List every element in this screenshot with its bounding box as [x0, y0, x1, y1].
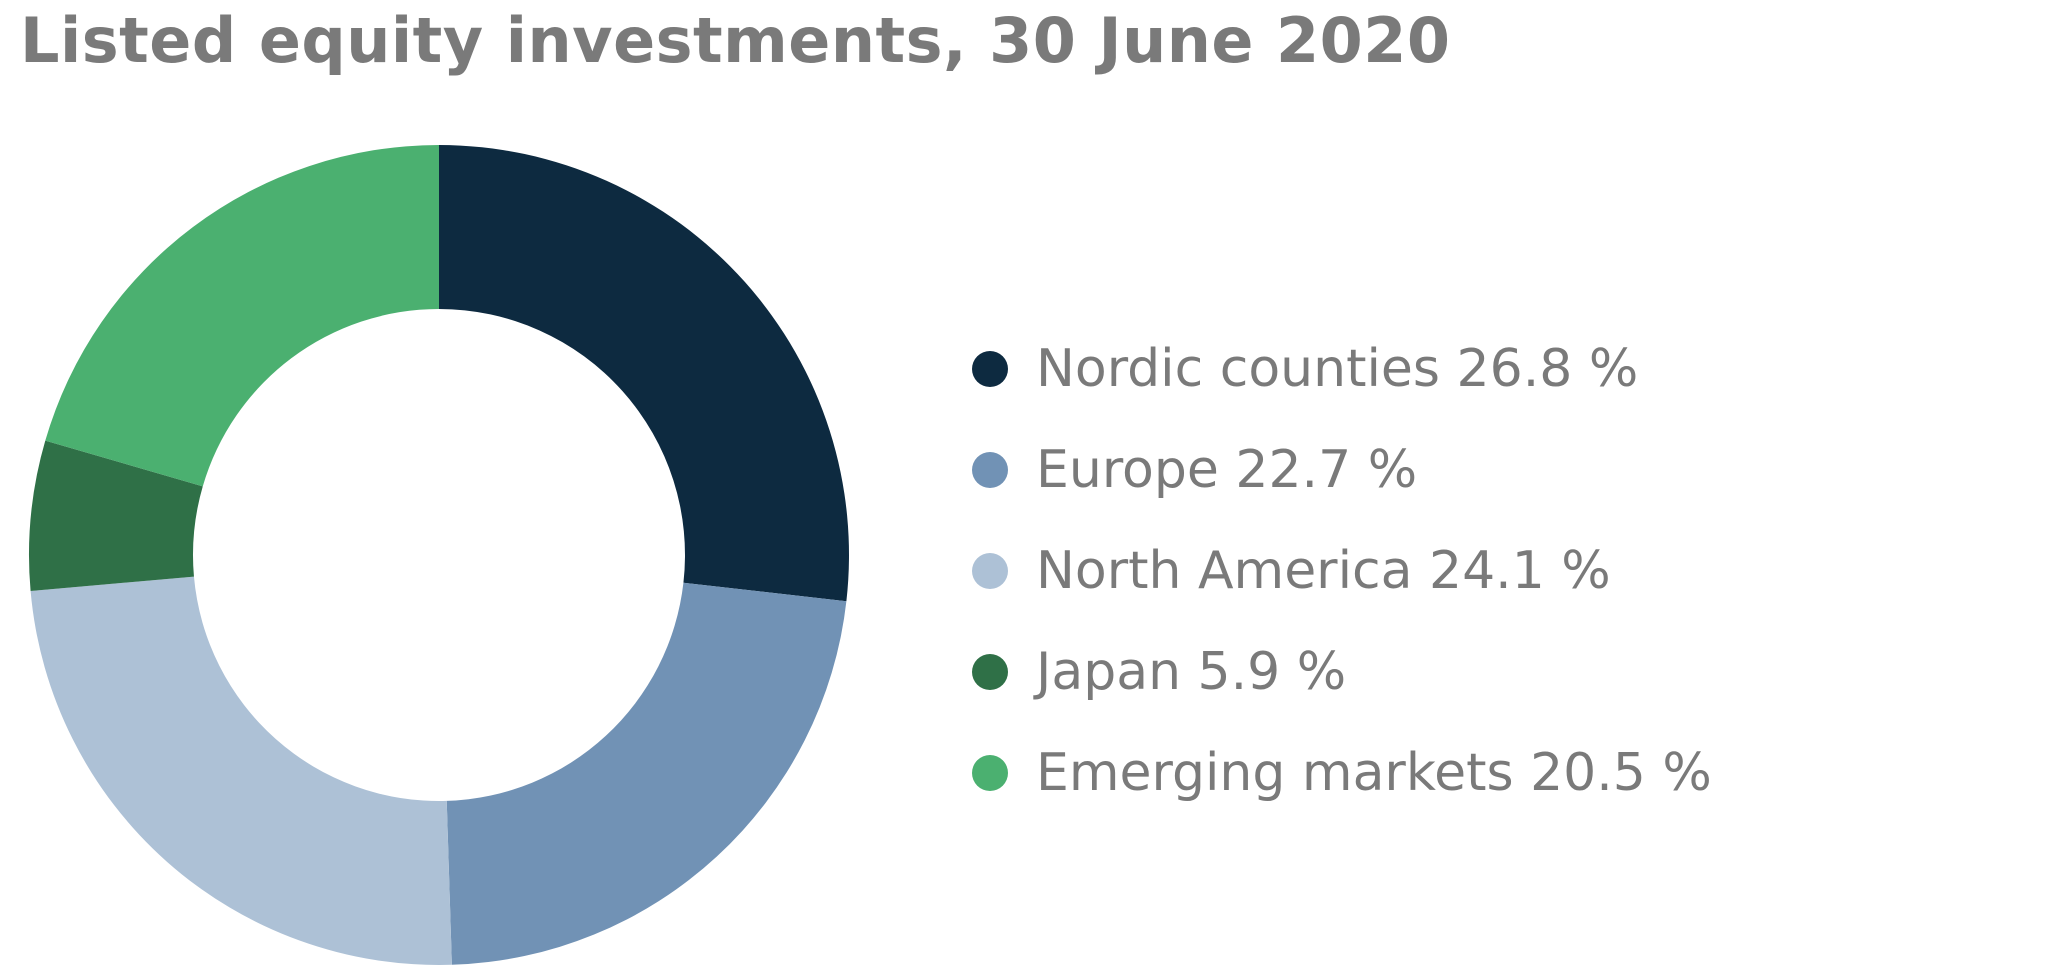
legend-swatch — [972, 754, 1008, 791]
legend-item-europe: Europe 22.7 % — [972, 419, 1712, 520]
legend-label: Emerging markets 20.5 % — [1036, 742, 1712, 803]
legend-swatch — [972, 451, 1008, 488]
donut-slice-europe — [446, 582, 847, 965]
legend-label: Nordic counties 26.8 % — [1036, 338, 1639, 399]
legend-swatch — [972, 552, 1008, 589]
chart-title: Listed equity investments, 30 June 2020 — [20, 4, 1451, 77]
legend-item-north-america: North America 24.1 % — [972, 520, 1712, 621]
legend-swatch — [972, 350, 1008, 387]
donut-slice-north-america — [30, 576, 452, 965]
legend-item-nordic-counties: Nordic counties 26.8 % — [972, 318, 1712, 419]
legend-item-emerging-markets: Emerging markets 20.5 % — [972, 722, 1712, 823]
donut-slice-japan — [29, 440, 203, 592]
legend-label: Japan 5.9 % — [1036, 641, 1347, 702]
legend: Nordic counties 26.8 % Europe 22.7 % Nor… — [972, 318, 1712, 823]
legend-label: Europe 22.7 % — [1036, 439, 1418, 500]
donut-slice-nordic-counties — [439, 145, 849, 602]
legend-swatch — [972, 653, 1008, 690]
legend-item-japan: Japan 5.9 % — [972, 621, 1712, 722]
donut-slice-emerging-markets — [45, 145, 439, 487]
legend-label: North America 24.1 % — [1036, 540, 1611, 601]
